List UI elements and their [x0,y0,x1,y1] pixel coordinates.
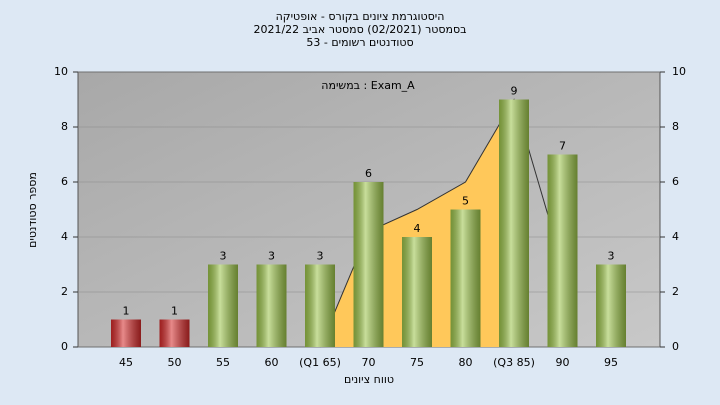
x-axis-label: טווח ציונים [344,373,394,386]
data-label: 9 [511,85,518,98]
y2-tick-label: 2 [672,285,679,298]
bar-shade [402,237,432,347]
y2-tick-label: 0 [672,340,679,353]
bar-shade [305,264,335,347]
y-tick-label: 6 [61,175,68,188]
data-label: 3 [317,250,324,263]
data-label: 7 [559,140,566,153]
y-tick-label: 10 [54,65,68,78]
bar-shade [256,264,287,347]
y2-tick-label: 10 [672,65,686,78]
y-tick-label: 4 [61,230,68,243]
bar-shade [353,182,384,347]
bar-shade [111,319,141,347]
y-axis-label: מספר סטודנטים [26,172,39,248]
x-tick-label: (Q1 65) [299,356,341,369]
chart-subtitle: סטודנטים רשומים - 53 [306,36,413,49]
x-tick-label: 55 [216,356,230,369]
annotation: במשימה : Exam_A [321,79,415,92]
bar-shade [499,99,529,347]
data-label: 4 [414,222,421,235]
bar-shade [208,264,238,347]
x-tick-label: 70 [362,356,376,369]
bar-shade [547,154,578,347]
x-tick-label: (Q3 85) [493,356,535,369]
y2-tick-label: 6 [672,175,679,188]
y2-tick-label: 4 [672,230,679,243]
y-tick-label: 8 [61,120,68,133]
data-label: 6 [365,167,372,180]
data-label: 1 [171,305,178,318]
bar-shade [596,264,626,347]
data-label: 5 [462,195,469,208]
y-tick-label: 0 [61,340,68,353]
y-tick-label: 2 [61,285,68,298]
data-label: 1 [123,305,130,318]
x-tick-label: 75 [410,356,424,369]
x-tick-label: 80 [459,356,473,369]
x-tick-label: 95 [604,356,618,369]
data-label: 3 [220,250,227,263]
x-tick-label: 50 [168,356,182,369]
chart-title: היסטוגרמת ציונים בקורס - אופטיקה [276,10,445,23]
data-label: 3 [608,250,615,263]
y2-tick-label: 8 [672,120,679,133]
data-label: 3 [268,250,275,263]
x-tick-label: 45 [119,356,133,369]
x-tick-label: 60 [265,356,279,369]
chart-subtitle: בסמסטר (02/2021) סמסטר אביב 2021/22 [253,23,466,36]
bar-shade [159,319,190,347]
bar-shade [450,209,481,347]
x-tick-label: 90 [556,356,570,369]
